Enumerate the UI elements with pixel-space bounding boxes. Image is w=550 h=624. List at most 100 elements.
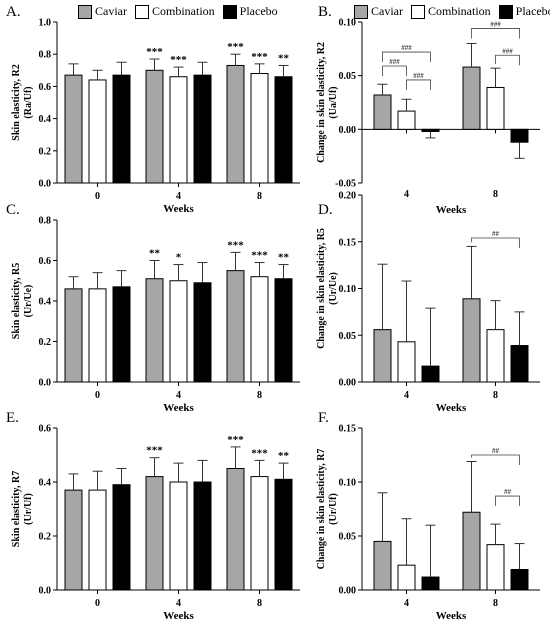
significance-stars: *** bbox=[227, 434, 244, 446]
y-axis-title-line: Change in skin elasticity, R7 bbox=[316, 449, 327, 570]
panel-label: D. bbox=[318, 202, 333, 218]
significance-stars: * bbox=[176, 252, 182, 264]
significance-stars: *** bbox=[227, 41, 244, 53]
legend-swatch-placebo bbox=[222, 4, 237, 19]
bar-combination bbox=[486, 86, 505, 130]
y-tick-label: -0.05 bbox=[335, 179, 356, 190]
y-axis-title: Skin elasticity, R7(Ur/Uf) bbox=[11, 471, 34, 547]
panel-label: C. bbox=[6, 202, 20, 218]
bar-placebo bbox=[193, 74, 212, 184]
bar-placebo bbox=[112, 484, 131, 591]
comparison-bracket bbox=[382, 51, 431, 63]
bar-combination bbox=[250, 73, 269, 184]
panel-label: F. bbox=[318, 410, 329, 426]
y-tick-label: 0.10 bbox=[339, 478, 357, 489]
y-axis-title-line: Change in skin elasticity, R2 bbox=[316, 42, 327, 163]
comparison-label: ### bbox=[389, 58, 400, 66]
legend-label-combination: Combination bbox=[152, 4, 215, 18]
x-axis-title: Weeks bbox=[436, 204, 467, 216]
bar-caviar bbox=[462, 511, 481, 591]
bar-caviar bbox=[64, 288, 83, 383]
y-tick-label: 0.6 bbox=[39, 256, 52, 267]
y-axis-title: Change in skin elasticity, R5(Ur/Ue) bbox=[316, 228, 339, 349]
x-tick-label: 8 bbox=[257, 598, 262, 609]
bar-placebo bbox=[274, 478, 293, 591]
y-axis-title-line: (Ur/Ue) bbox=[328, 272, 339, 305]
x-tick-label: 4 bbox=[404, 390, 409, 401]
y-tick-label: 0.00 bbox=[339, 125, 357, 136]
y-tick-label: 0.15 bbox=[339, 424, 357, 435]
y-axis-title-line: Skin elasticity, R2 bbox=[11, 64, 22, 140]
bar-combination bbox=[486, 329, 505, 383]
significance-stars: *** bbox=[227, 239, 244, 251]
y-tick-label: 0.6 bbox=[39, 424, 52, 435]
y-tick-label: 0.2 bbox=[39, 146, 52, 157]
bar-combination bbox=[397, 110, 416, 130]
bar-caviar bbox=[226, 468, 245, 591]
bar-placebo bbox=[193, 282, 212, 383]
y-tick-label: 0.10 bbox=[339, 18, 357, 29]
y-axis-title-line: Skin elasticity, R7 bbox=[11, 471, 22, 547]
bar-placebo bbox=[421, 128, 440, 132]
legend-label-placebo: Placebo bbox=[515, 4, 550, 18]
chart-panel-f: F. 0.00 0.05 0.10 0.15 4 8 ## ## Weeks Change in s… bbox=[316, 410, 540, 622]
chart-panel-a: A.0.00.20.40.60.81.00 4 8************ **Wee… bbox=[6, 4, 300, 215]
y-tick-label: 0.15 bbox=[339, 237, 357, 248]
y-tick-label: 0.05 bbox=[339, 71, 357, 82]
y-tick-label: 0.10 bbox=[339, 284, 357, 295]
significance-stars: *** bbox=[251, 250, 268, 262]
bar-caviar bbox=[64, 489, 83, 591]
bar-caviar bbox=[373, 329, 392, 383]
significance-stars: ** bbox=[278, 252, 290, 264]
comparison-label: ## bbox=[492, 230, 500, 238]
legend-swatch-placebo bbox=[498, 4, 513, 19]
panel-label: A. bbox=[6, 4, 21, 20]
y-tick-label: 0.00 bbox=[339, 378, 357, 389]
comparison-bracket bbox=[495, 495, 520, 507]
comparison-label: ### bbox=[490, 20, 501, 28]
legend-label-caviar: Caviar bbox=[95, 4, 127, 18]
x-tick-label: 0 bbox=[95, 191, 100, 202]
comparison-bracket bbox=[471, 28, 520, 39]
significance-stars: *** bbox=[146, 46, 163, 58]
y-tick-label: 0.8 bbox=[39, 50, 52, 61]
x-tick-label: 4 bbox=[404, 189, 409, 200]
bar-combination bbox=[169, 481, 188, 591]
y-axis-title-line: (Ra/Uf) bbox=[23, 86, 34, 118]
y-axis-title-line: Skin elasticity, R5 bbox=[11, 263, 22, 339]
legend-label-placebo: Placebo bbox=[239, 4, 278, 18]
x-axis-title: Weeks bbox=[436, 402, 467, 414]
significance-stars: *** bbox=[251, 447, 268, 459]
legend-label-caviar: Caviar bbox=[371, 4, 403, 18]
y-axis-title: Change in skin elasticity, R2(Ua/Uf) bbox=[316, 42, 339, 163]
comparison-bracket bbox=[495, 54, 520, 66]
y-tick-label: 0.2 bbox=[39, 337, 52, 348]
y-tick-label: 0.4 bbox=[39, 114, 52, 125]
bar-caviar bbox=[226, 270, 245, 383]
chart-panel-c: C.0.00.20.40.60.80 4 8** ******* **WeeksSkin… bbox=[6, 202, 300, 414]
bar-caviar bbox=[462, 66, 481, 130]
bar-caviar bbox=[226, 64, 245, 184]
x-axis-title: Weeks bbox=[436, 610, 467, 622]
y-tick-label: 0.2 bbox=[39, 532, 52, 543]
y-tick-label: 0.4 bbox=[39, 297, 52, 308]
comparison-bracket bbox=[382, 65, 407, 77]
bar-caviar bbox=[373, 94, 392, 130]
bar-caviar bbox=[64, 74, 83, 184]
bar-placebo bbox=[274, 76, 293, 184]
bar-placebo bbox=[112, 74, 131, 184]
x-tick-label: 4 bbox=[176, 390, 181, 401]
legend-swatch-caviar bbox=[78, 4, 92, 19]
significance-stars: ** bbox=[278, 450, 290, 462]
bar-caviar bbox=[462, 298, 481, 383]
y-tick-label: 0.6 bbox=[39, 82, 52, 93]
comparison-bracket bbox=[406, 79, 431, 90]
x-tick-label: 4 bbox=[404, 598, 409, 609]
y-axis-title-line: (Ur/Uf) bbox=[328, 493, 339, 525]
legend-label-combination: Combination bbox=[428, 4, 491, 18]
significance-stars: *** bbox=[146, 445, 163, 457]
y-tick-label: 0.05 bbox=[339, 331, 357, 342]
y-axis-title-line: Change in skin elasticity, R5 bbox=[316, 228, 327, 349]
